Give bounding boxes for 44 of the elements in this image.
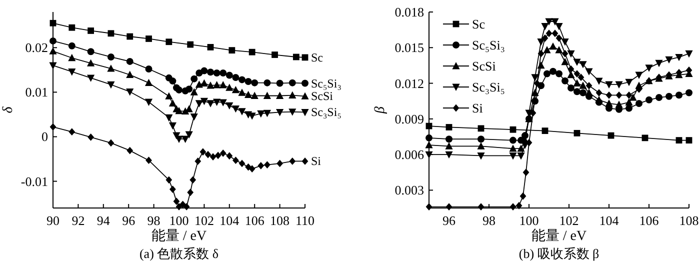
- y-tick-label: -0.01: [20, 174, 48, 189]
- x-tick-label: 90: [46, 213, 60, 228]
- x-tick-label: 104: [220, 213, 240, 228]
- legend-label: Sc₃Si₅: [472, 80, 505, 94]
- x-tick-label: 104: [599, 213, 620, 228]
- x-tick-label: 108: [679, 213, 699, 228]
- y-tick-label: 0.018: [394, 4, 424, 20]
- x-axis-title: 能量 / eV: [531, 228, 587, 244]
- y-axis-title: δ: [1, 106, 16, 114]
- legend-label: ScSi: [472, 58, 496, 74]
- series-label: Sc: [311, 50, 323, 64]
- y-tick-label: 0.01: [25, 84, 48, 100]
- y-tick-label: 0.015: [394, 40, 424, 56]
- legend-label: Sc: [472, 16, 486, 32]
- x-tick-label: 100: [169, 213, 189, 228]
- series-label: ScSi: [311, 89, 334, 104]
- x-tick-label: 96: [442, 213, 456, 228]
- y-axis-title: β: [373, 106, 388, 114]
- series-label: Sc₃Si₅: [311, 105, 342, 120]
- x-axis-title: 能量 / eV: [151, 228, 207, 244]
- y-tick-label: 0.006: [394, 147, 424, 162]
- x-tick-label: 92: [72, 213, 85, 228]
- x-tick-label: 102: [194, 213, 214, 228]
- y-tick-label: 0.009: [394, 111, 424, 126]
- x-tick-label: 98: [147, 213, 160, 228]
- series-label: Si: [311, 154, 322, 168]
- y-tick-label: 0.02: [25, 40, 48, 56]
- x-tick-label: 106: [639, 213, 660, 228]
- x-tick-label: 106: [244, 213, 265, 228]
- x-tick-label: 94: [96, 213, 110, 228]
- series-label: Sc₅Si₃: [311, 76, 342, 90]
- x-tick-label: 96: [122, 213, 136, 228]
- text: (b) 吸收系数 β: [518, 246, 600, 261]
- x-tick-label: 98: [482, 213, 496, 228]
- y-tick-label: 0: [42, 129, 48, 144]
- legend-label: Sc₅Si₃: [472, 38, 505, 52]
- y-tick-label: 0.012: [394, 76, 424, 91]
- x-tick-label: 102: [559, 213, 579, 228]
- x-tick-label: 100: [519, 213, 539, 228]
- x-tick-label: 110: [295, 213, 315, 228]
- legend-label: Si: [472, 100, 484, 116]
- text: (a) 色散系数 δ: [139, 246, 219, 261]
- x-tick-label: 108: [270, 213, 290, 228]
- y-tick-label: 0.003: [394, 182, 424, 198]
